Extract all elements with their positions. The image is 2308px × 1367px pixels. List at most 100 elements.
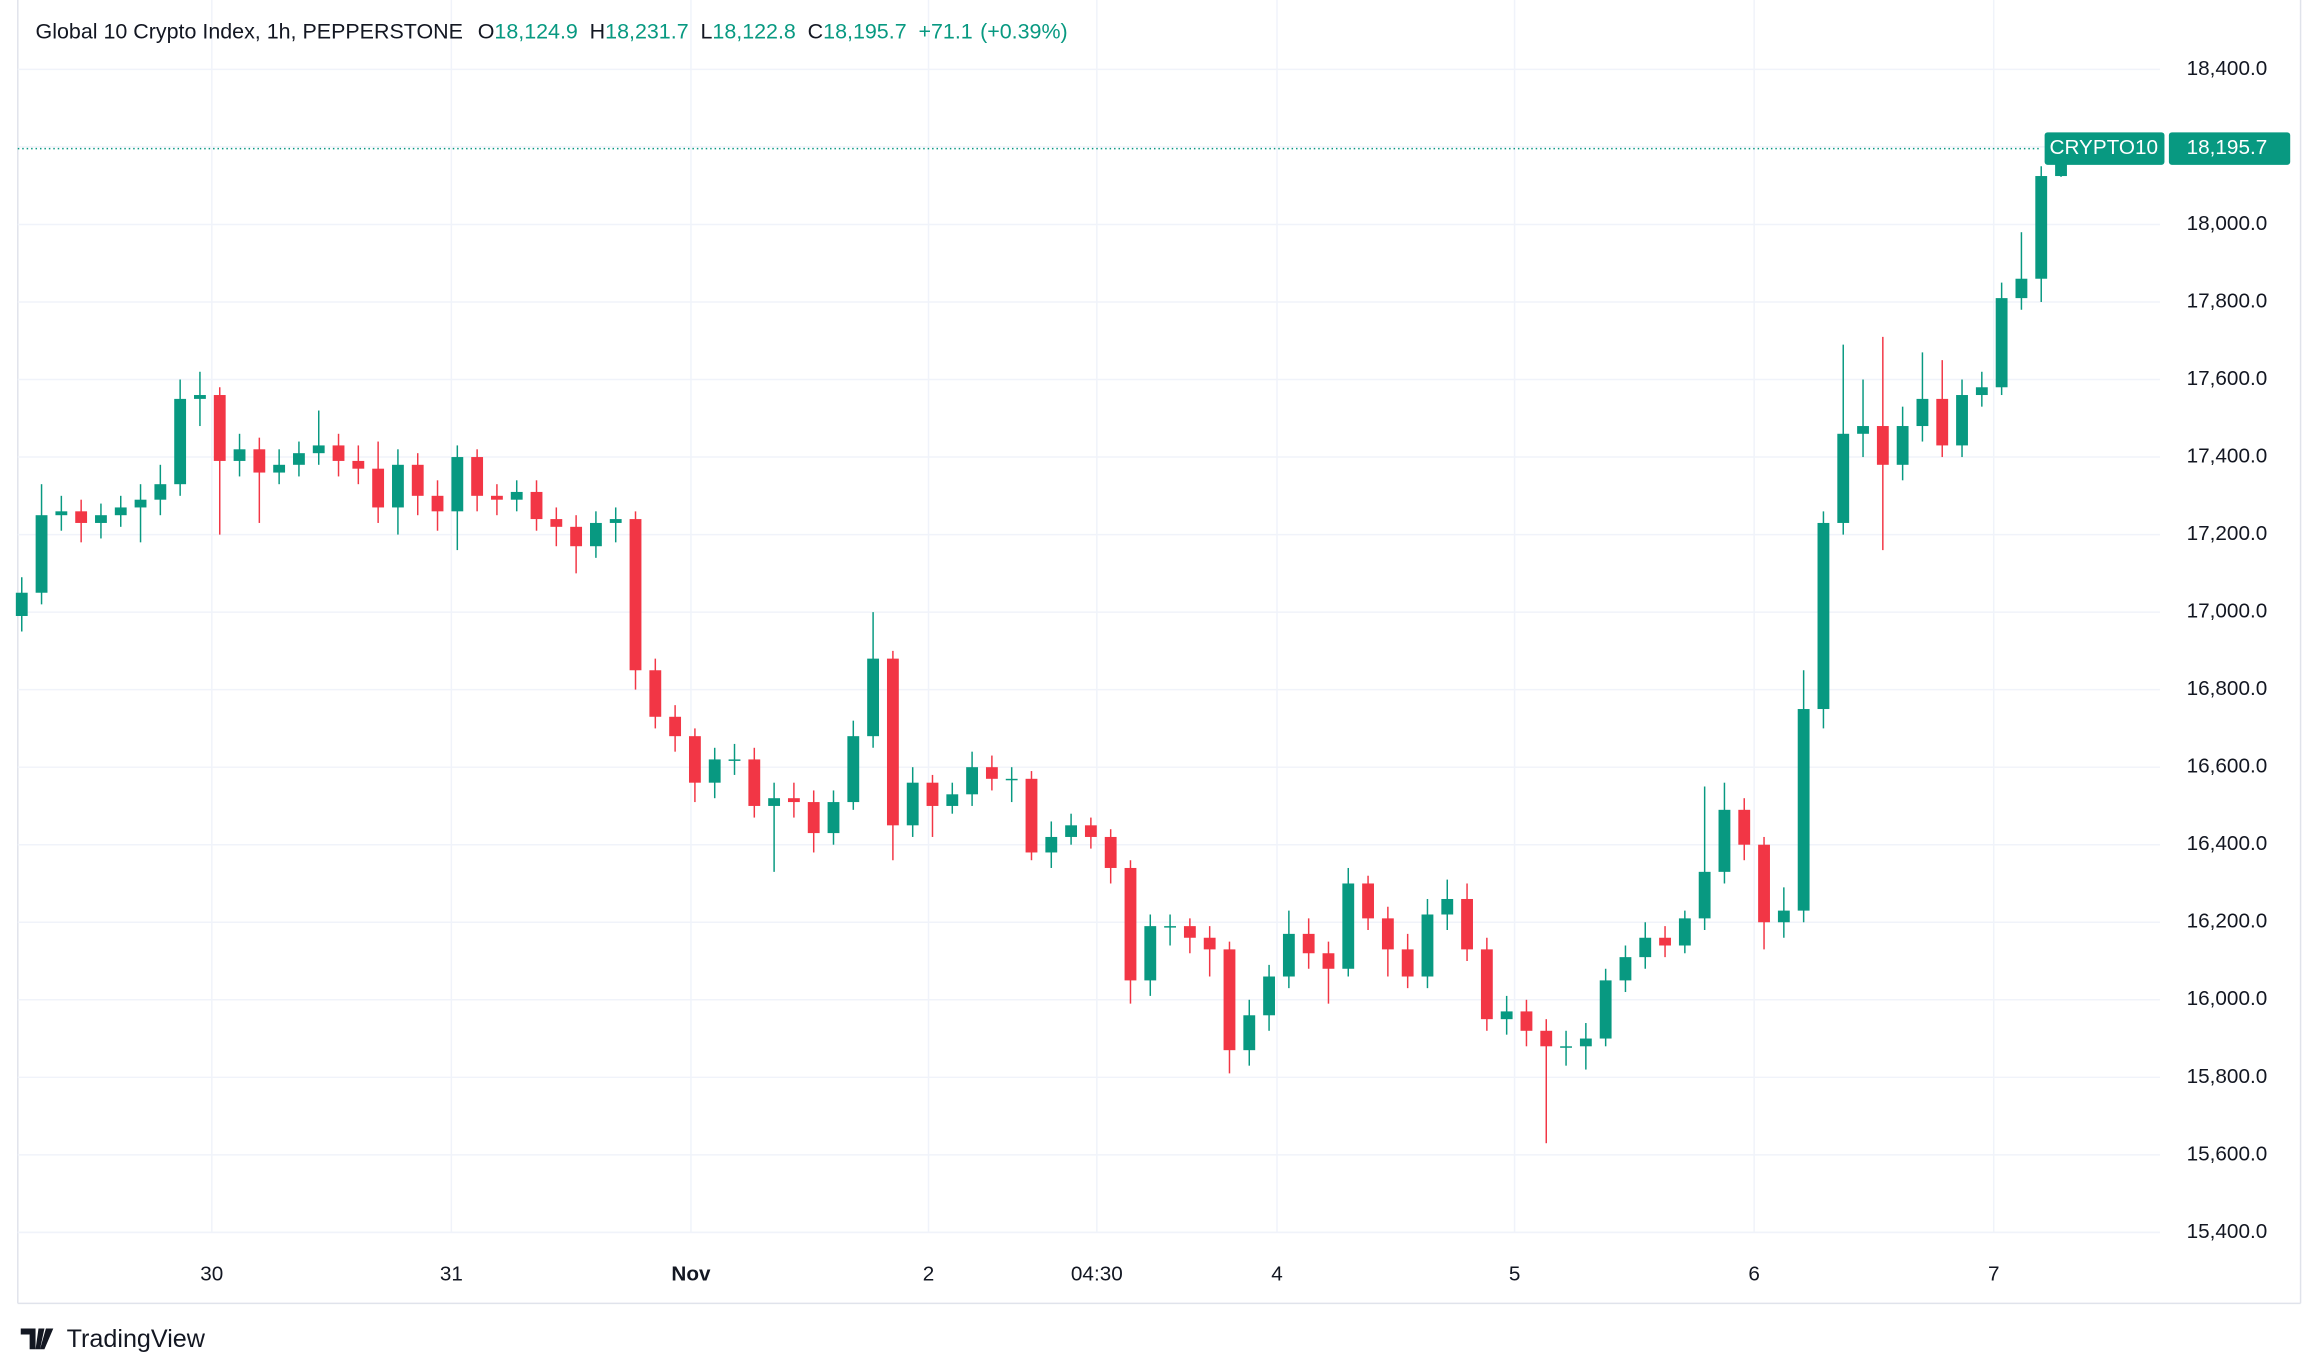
candle-body — [1441, 898, 1454, 915]
y-tick-label: 16,400.0 — [2187, 832, 2268, 855]
candle-body — [213, 395, 226, 461]
candle-body — [1599, 980, 1612, 1039]
candle-body — [312, 445, 325, 454]
x-tick-label: 2 — [923, 1263, 935, 1286]
branding: TradingView — [67, 1325, 206, 1353]
candle-body — [1738, 809, 1751, 845]
candle-body — [1461, 898, 1473, 950]
candle-body — [1659, 937, 1671, 946]
tradingview-logo — [20, 1328, 54, 1350]
candle-body — [1164, 926, 1176, 928]
y-tick-label: 17,200.0 — [2187, 522, 2268, 545]
change: +71.1 — [918, 19, 972, 43]
candle-body — [75, 511, 88, 523]
candle-body — [1678, 918, 1691, 946]
candle-body — [174, 398, 187, 485]
candle-body — [1975, 387, 1988, 396]
candle-body — [352, 460, 365, 469]
y-tick-label: 17,800.0 — [2187, 289, 2268, 312]
candle-body — [1401, 949, 1414, 977]
readout-label: L — [700, 19, 712, 43]
candle-body — [1758, 844, 1770, 923]
candle-body — [688, 736, 701, 783]
candle-body — [2035, 176, 2048, 279]
x-tick-label: 31 — [440, 1263, 463, 1286]
readout-label: O — [478, 19, 495, 43]
candle-body — [451, 457, 464, 512]
candle-body — [550, 519, 563, 527]
candle-body — [886, 658, 899, 826]
candle-body — [1797, 709, 1810, 911]
candle-body — [1777, 910, 1790, 923]
candle-body — [372, 468, 385, 508]
readout-value: 18,195.7 — [823, 19, 906, 43]
candle-body — [768, 798, 781, 806]
candle-body — [1817, 522, 1830, 710]
change-pct: (+0.39%) — [980, 19, 1068, 43]
candle-body — [491, 495, 503, 500]
price-badge — [2168, 132, 2291, 165]
candle-body — [1084, 825, 1097, 837]
x-tick-label: 6 — [1748, 1263, 1760, 1286]
candle-body — [134, 499, 147, 508]
candle-body — [293, 453, 305, 465]
candle-body — [728, 759, 741, 761]
candle-body — [1500, 1011, 1513, 1020]
candle-body — [1223, 949, 1236, 1051]
candle-body — [1718, 809, 1731, 872]
candle-body — [827, 802, 840, 834]
candle-body — [1421, 914, 1434, 977]
candle-body — [392, 464, 404, 508]
candle-body — [1639, 937, 1652, 958]
candle-body — [926, 782, 939, 806]
y-tick-label: 17,000.0 — [2187, 600, 2268, 623]
candle-body — [985, 767, 998, 779]
candle-body — [609, 519, 622, 523]
candle-body — [1005, 778, 1018, 781]
x-tick-label: 4 — [1271, 1263, 1283, 1286]
candle-body — [1579, 1038, 1592, 1047]
candle-body — [966, 767, 979, 795]
candle-body — [787, 798, 800, 803]
candle-body — [629, 519, 642, 671]
symbol-label: CRYPTO10 — [2050, 136, 2159, 159]
candle-body — [15, 592, 28, 616]
candle-body — [1876, 426, 1889, 465]
candle-body — [35, 515, 48, 593]
candle-body — [1124, 867, 1137, 981]
candle-body — [1144, 926, 1157, 981]
candle-body — [1302, 933, 1315, 954]
candle-body — [847, 736, 860, 803]
candle-body — [95, 515, 107, 523]
candle-body — [708, 759, 721, 783]
candle-body — [1520, 1011, 1533, 1031]
candle-body — [1183, 926, 1196, 938]
grid: 15,400.0 15,600.0 15,800.0 16,000.0 16,200.0… — [17, 0, 2302, 1305]
title: Global 10 Crypto Index, 1h, PEPPERSTONE — [36, 19, 463, 43]
candle-body — [1362, 883, 1374, 919]
candle-body — [1025, 778, 1038, 853]
candle-body — [807, 802, 820, 834]
candle-body — [1916, 398, 1929, 427]
header: Global 10 Crypto Index, 1h, PEPPERSTONE O… — [36, 19, 1068, 43]
y-tick-label: 17,600.0 — [2187, 367, 2268, 390]
candle-body — [1619, 957, 1632, 981]
candle-body — [1956, 395, 1968, 446]
candle-body — [906, 782, 919, 826]
x-tick-label: Nov — [671, 1263, 711, 1286]
candle-body — [1381, 918, 1394, 950]
candle-body — [431, 495, 444, 512]
candle-body — [1837, 433, 1850, 523]
y-tick-label: 18,000.0 — [2187, 212, 2268, 235]
candle-body — [1995, 298, 2008, 388]
candle-body — [1342, 883, 1355, 969]
candle-body — [253, 449, 266, 473]
price-label: 18,195.7 — [2187, 136, 2268, 159]
candle-body — [233, 449, 246, 461]
candle-body — [748, 759, 761, 806]
candle-body — [669, 716, 682, 737]
candle-body — [1104, 836, 1117, 868]
candles — [15, 134, 2067, 1144]
